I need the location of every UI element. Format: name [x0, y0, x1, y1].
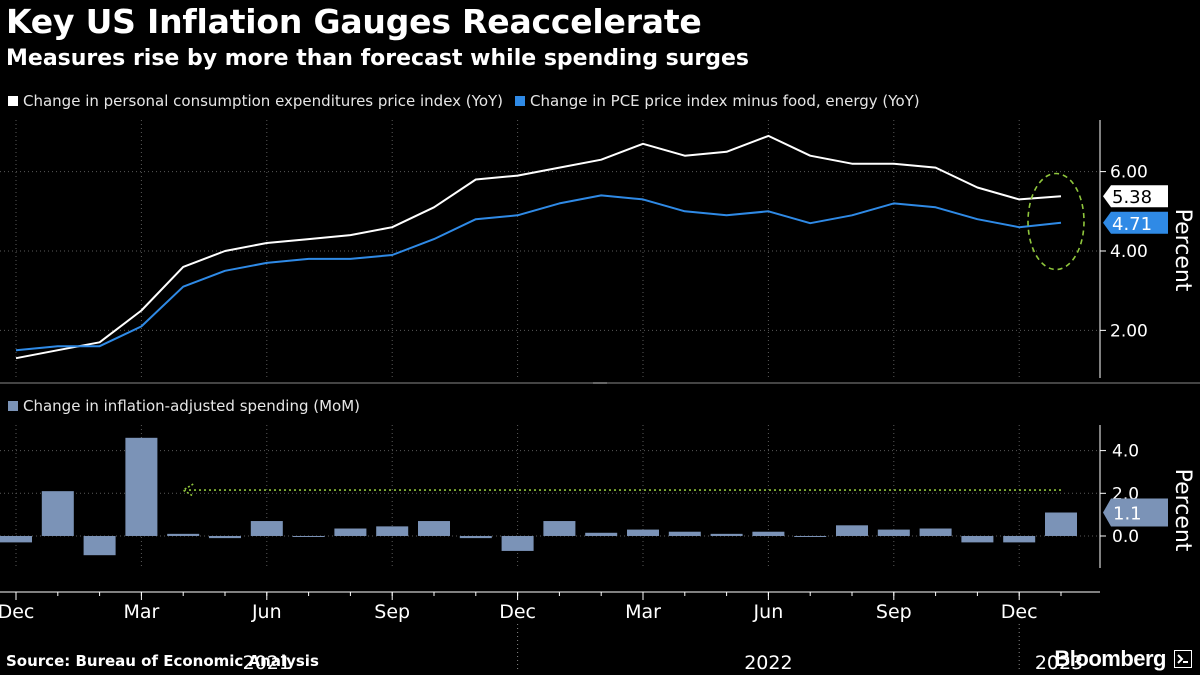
bottom-legend: Change in inflation-adjusted spending (M… — [8, 397, 372, 415]
comparison-arrow-head — [181, 483, 194, 497]
spending-bar — [292, 535, 325, 537]
top-ytick-label: 6.00 — [1110, 163, 1148, 183]
bottom-y-axis-label: Percent — [1170, 469, 1195, 552]
spending-end-flag — [1103, 498, 1168, 527]
x-month-label: Sep — [374, 601, 410, 623]
spending-bar — [1003, 535, 1036, 543]
x-month-label: Mar — [123, 601, 159, 623]
spending-bar — [501, 535, 534, 551]
legend-item-core: Change in PCE price index minus food, en… — [515, 92, 920, 110]
spending-bar — [710, 533, 743, 536]
legend-swatch-core — [515, 96, 526, 106]
legend-label-spending: Change in inflation-adjusted spending (M… — [23, 397, 361, 415]
terminal-icon — [1174, 650, 1192, 668]
spending-bar — [585, 532, 618, 536]
bottom-ytick-label: 0.0 — [1112, 527, 1139, 547]
core-pce-line — [15, 194, 1062, 352]
brand-logo: Bloomberg — [1054, 646, 1166, 671]
spending-bar — [836, 525, 868, 536]
legend-swatch-pce — [8, 96, 18, 106]
legend-label-core: Change in PCE price index minus food, en… — [530, 92, 920, 110]
spending-bar — [125, 437, 158, 536]
bottom-ytick-label: 4.0 — [1112, 442, 1139, 462]
x-month-label: Dec — [1001, 601, 1038, 623]
legend-label-pce: Change in personal consumption expenditu… — [23, 92, 504, 110]
spending-bar — [877, 529, 910, 536]
chart-subtitle: Measures rise by more than forecast whil… — [6, 46, 749, 71]
legend-swatch-spending — [8, 401, 18, 411]
core-end-label: 4.71 — [1112, 214, 1152, 235]
x-year-label: 2021 — [243, 652, 291, 674]
spending-bar — [83, 535, 116, 556]
x-month-label: Jun — [753, 601, 784, 623]
x-month-label: Mar — [625, 601, 661, 623]
x-month-label: Dec — [0, 601, 34, 623]
top-y-axis-label: Percent — [1170, 209, 1195, 292]
chart-title: Key US Inflation Gauges Reaccelerate — [6, 2, 702, 41]
spending-bar — [334, 528, 367, 536]
legend-item-spending: Change in inflation-adjusted spending (M… — [8, 397, 360, 415]
spending-bar — [376, 526, 409, 536]
x-year-label: 2023 — [1035, 652, 1083, 674]
spending-bar — [543, 521, 576, 536]
spending-bar — [919, 528, 952, 536]
spending-bar — [794, 535, 827, 537]
spending-bar — [459, 535, 492, 539]
spending-bar — [0, 535, 32, 543]
pce-end-label: 5.38 — [1112, 187, 1152, 208]
highlight-ellipse — [1027, 172, 1085, 271]
spending-bar — [209, 535, 241, 539]
source-note: Source: Bureau of Economic Analysis — [6, 652, 319, 670]
spending-bar — [167, 533, 200, 536]
x-year-label: 2022 — [744, 652, 792, 674]
spending-bar — [961, 535, 994, 543]
core-end-flag — [1103, 211, 1168, 234]
top-ytick-label: 4.00 — [1110, 242, 1148, 262]
spending-bar — [752, 531, 785, 536]
spending-bar — [1045, 512, 1077, 536]
pce-line — [15, 134, 1062, 360]
spending-bar — [250, 521, 283, 536]
spending-bar — [627, 529, 659, 536]
spending-bar — [668, 531, 701, 536]
x-month-label: Sep — [876, 601, 912, 623]
spending-end-label: 1.1 — [1113, 504, 1142, 525]
x-month-label: Dec — [499, 601, 536, 623]
spending-bar — [418, 521, 450, 536]
top-legend: Change in personal consumption expenditu… — [8, 92, 932, 110]
legend-item-pce: Change in personal consumption expenditu… — [8, 92, 503, 110]
top-ytick-label: 2.00 — [1110, 321, 1148, 341]
x-month-label: Jun — [251, 601, 282, 623]
pce-end-flag — [1103, 185, 1168, 208]
spending-bar — [41, 491, 74, 536]
